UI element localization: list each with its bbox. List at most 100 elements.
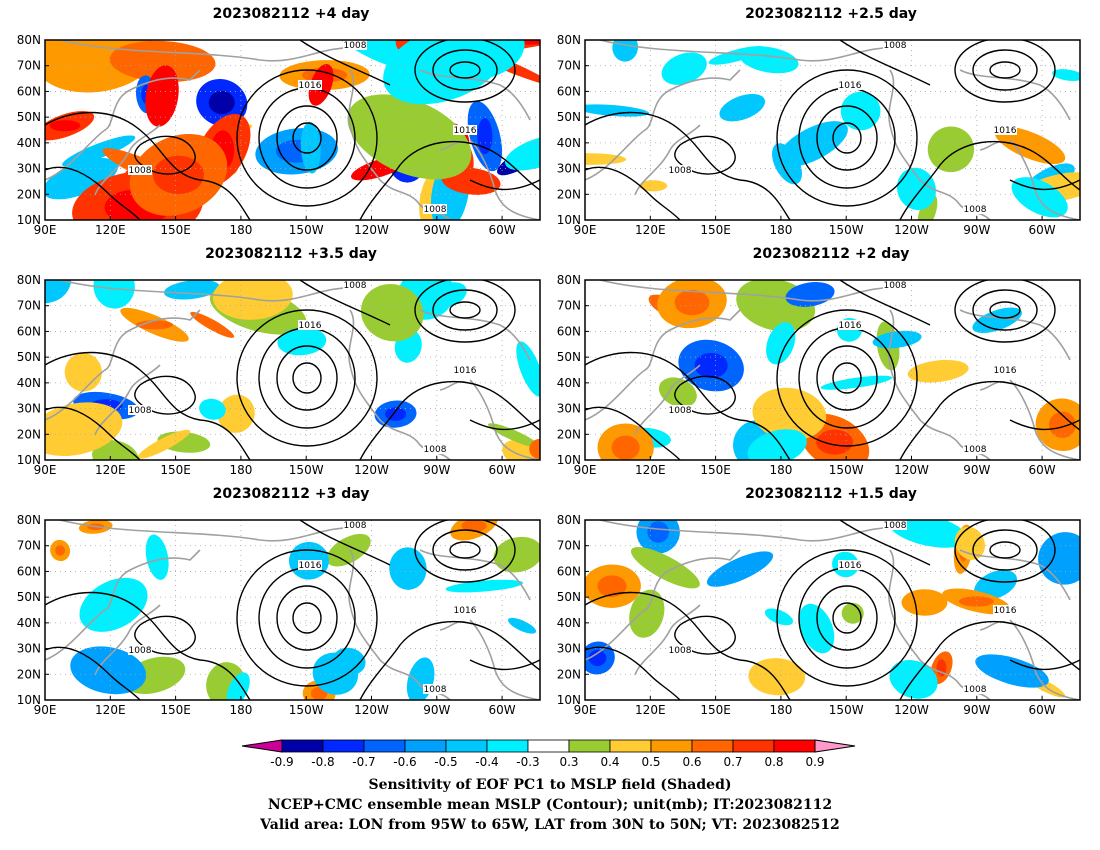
longitude-label: 120E [635,703,666,717]
contour-label-background [993,605,1017,615]
mslp-contour [359,380,540,460]
mslp-contour [585,591,791,700]
longitude-label: 90E [34,703,57,717]
mslp-contour [414,40,516,103]
negative-sensitivity-core [694,352,728,379]
negative-sensitivity-area [719,93,766,122]
longitude-label: 150E [160,463,191,477]
longitude-label: 90W [963,463,990,477]
mslp-contour [236,549,378,687]
coastline [634,604,701,676]
map-frame [44,39,541,221]
mslp-contour [839,520,931,566]
mslp-contour [432,529,498,571]
negative-sensitivity-area [429,282,467,308]
mslp-contour [899,140,1080,220]
latitude-label: 70N [557,59,581,73]
mslp-contour [45,591,251,700]
latitude-label: 80N [557,33,581,47]
mslp-contour [989,61,1021,79]
colorbar-swatch [322,739,365,753]
mslp-contour [989,541,1021,559]
mslp-contour [776,309,918,447]
coastline [599,520,901,542]
contour-label-background [883,520,907,530]
contour-label-background [128,165,152,175]
coastline [959,549,1071,601]
negative-sensitivity-area [747,429,807,460]
latitude-label: 60N [17,564,41,578]
contour-label-background [343,40,367,50]
latitude-label: 20N [557,427,581,441]
latitude-label: 60N [557,564,581,578]
contour-label: 1008 [424,205,447,215]
longitude-label: 60W [489,223,516,237]
panel-title: 2023082112 +3 day [212,486,370,502]
latitude-label: 70N [17,299,41,313]
contour-label-background [343,520,367,530]
positive-sensitivity-area [994,126,1066,165]
negative-sensitivity-area [708,46,766,65]
latitude-label: 60N [557,324,581,338]
negative-sensitivity-area [79,577,148,632]
contour-label: 1008 [964,205,987,215]
longitude-label: 150E [700,223,731,237]
negative-sensitivity-area [661,52,707,85]
caption-line-2: NCEP+CMC ensemble mean MSLP (Contour); u… [267,797,833,813]
mslp-contour [134,615,196,655]
caption-line-3: Valid area: LON from 95W to 65W, LAT fro… [260,817,840,833]
negative-sensitivity-core [208,90,235,115]
contour-label: 1008 [344,521,367,531]
positive-sensitivity-area [217,394,255,433]
longitude-label: 90E [34,463,57,477]
latitude-label: 80N [17,33,41,47]
mslp-contour [972,529,1038,571]
negative-sensitivity-area [45,158,119,200]
contour-label: 1008 [344,41,367,51]
colorbar-swatch [527,739,570,753]
colorbar-level-label: -0.9 [270,755,293,769]
mslp-contour [1009,179,1080,191]
contour-label-background [423,444,447,454]
contour-label: 1008 [669,166,692,176]
contour-label: 1016 [454,606,477,616]
mslp-contour [776,69,918,207]
colorbar-level-label: 0.7 [723,755,742,769]
latitude-label: 50N [557,110,581,124]
latitude-label: 50N [17,350,41,364]
mslp-contour [674,375,736,415]
mslp-contour [469,179,540,191]
negative-sensitivity-area [820,375,893,390]
negative-sensitivity-area [383,40,506,105]
negative-sensitivity-area [972,307,1022,333]
latitude-label: 40N [557,616,581,630]
mslp-contour [469,419,540,431]
negative-sensitivity-core [588,649,607,667]
panel-title: 2023082112 +3.5 day [205,246,377,262]
mslp-contour [292,602,322,634]
mslp-contour [45,351,251,460]
mslp-contour [134,135,196,175]
colorbar-swatch [609,739,652,753]
mslp-contour [1009,419,1080,431]
map-frame [44,279,541,461]
latitude-label: 40N [17,136,41,150]
negative-sensitivity-core [477,118,493,155]
negative-sensitivity-area [585,104,650,117]
contour-label: 1008 [424,445,447,455]
contour-label: 1016 [994,126,1017,136]
latitude-label: 20N [557,187,581,201]
positive-sensitivity-area [907,359,969,383]
contour-label: 1016 [454,366,477,376]
latitude-label: 40N [17,616,41,630]
contour-label-background [963,444,987,454]
latitude-label: 20N [17,187,41,201]
contour-label: 1016 [299,81,322,91]
mslp-contour [816,585,878,651]
negative-sensitivity-area [145,534,169,580]
positive-sensitivity-core [153,80,171,112]
contour-label-background [838,320,862,330]
mslp-contour [45,166,141,220]
positive-sensitivity-core [611,435,640,460]
colorbar-level-label: -0.3 [516,755,539,769]
